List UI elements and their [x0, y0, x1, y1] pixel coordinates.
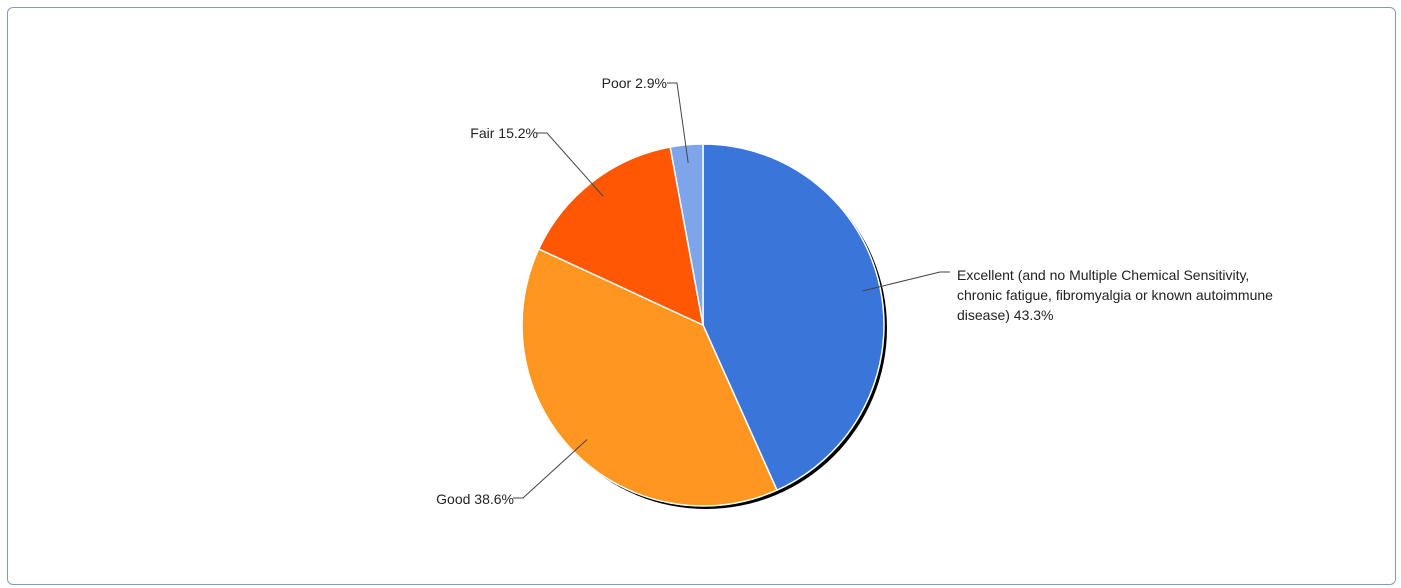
- slice-label-0: Excellent (and no Multiple Chemical Sens…: [957, 267, 1273, 323]
- slice-label-line: Fair 15.2%: [470, 125, 538, 141]
- slice-label-line: Good 38.6%: [436, 491, 514, 507]
- leader-line-3: [667, 82, 689, 163]
- slice-label-line: chronic fatigue, fibromyalgia or known a…: [957, 287, 1273, 303]
- pie-slice-3: [669, 143, 704, 326]
- slice-label-2: Fair 15.2%: [470, 125, 538, 141]
- pie-slice-2: [537, 146, 704, 326]
- leader-line-1: [513, 439, 588, 499]
- slice-label-1: Good 38.6%: [436, 491, 514, 507]
- leader-line-2: [537, 132, 604, 197]
- slice-label-line: disease) 43.3%: [957, 307, 1054, 323]
- leader-line-0: [862, 271, 950, 292]
- pie-slice-1: [521, 248, 778, 507]
- slice-label-line: Excellent (and no Multiple Chemical Sens…: [957, 267, 1249, 283]
- pie-slice-0: [702, 143, 885, 491]
- slice-label-line: Poor 2.9%: [602, 75, 667, 91]
- slice-label-3: Poor 2.9%: [602, 75, 667, 91]
